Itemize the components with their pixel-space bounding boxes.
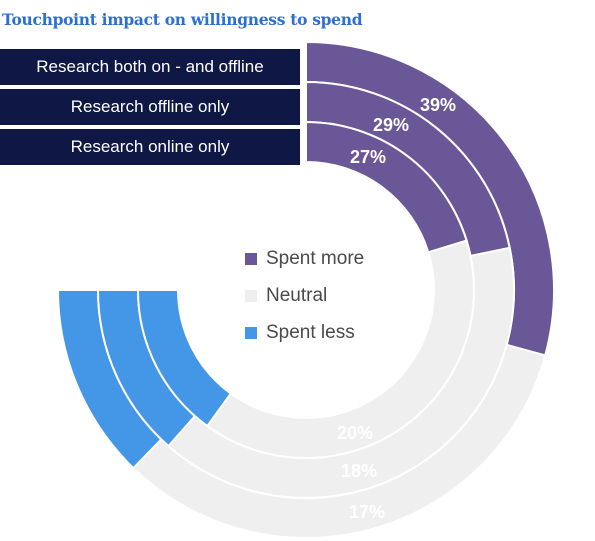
label-spent-less-ring-0: 17% — [349, 502, 385, 522]
label-spent-more-ring-1: 29% — [373, 115, 409, 135]
ring-label-inner: Research online only — [0, 129, 300, 165]
label-spent-less-ring-1: 18% — [341, 461, 377, 481]
legend-item-neutral: Neutral — [245, 277, 364, 314]
legend-item-spent-more: Spent more — [245, 240, 364, 277]
bar-spent-less-ring-2 — [136, 289, 233, 428]
bar-neutral-ring-2 — [205, 239, 475, 459]
legend-item-spent-less: Spent less — [245, 314, 364, 351]
legend-swatch-neutral — [245, 289, 257, 302]
legend-swatch-spent-less — [245, 326, 257, 339]
label-spent-more-ring-0: 39% — [420, 95, 456, 115]
label-spent-more-ring-2: 27% — [350, 147, 386, 167]
chart-title: Touchpoint impact on willingness to spen… — [2, 10, 363, 29]
legend-label-spent-more: Spent more — [266, 247, 365, 269]
legend-label-spent-less: Spent less — [266, 321, 355, 343]
legend: Spent more Neutral Spent less — [245, 240, 364, 351]
ring-label-outer: Research both on - and offline — [0, 49, 300, 85]
legend-label-neutral: Neutral — [266, 284, 328, 306]
label-spent-less-ring-2: 20% — [337, 423, 373, 443]
legend-swatch-spent-more — [245, 252, 257, 265]
ring-label-middle: Research offline only — [0, 89, 300, 125]
